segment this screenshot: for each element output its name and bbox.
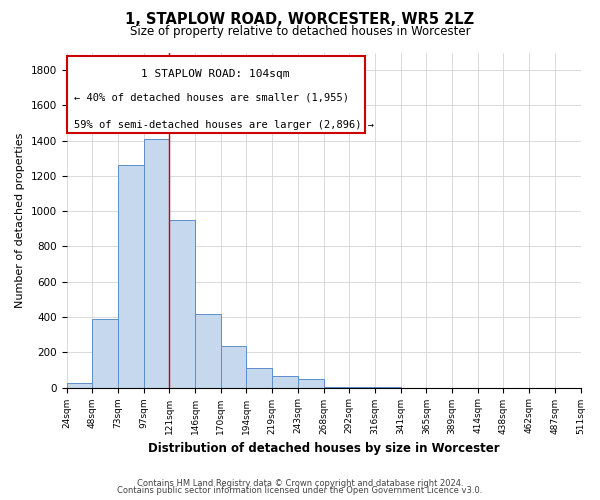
Text: 1 STAPLOW ROAD: 104sqm: 1 STAPLOW ROAD: 104sqm [142, 70, 290, 80]
Bar [323, 387, 349, 388]
Bar [169, 220, 195, 388]
X-axis label: Distribution of detached houses by size in Worcester: Distribution of detached houses by size … [148, 442, 499, 455]
Text: Contains HM Land Registry data © Crown copyright and database right 2024.: Contains HM Land Registry data © Crown c… [137, 478, 463, 488]
Text: 59% of semi-detached houses are larger (2,896) →: 59% of semi-detached houses are larger (… [74, 120, 374, 130]
Text: ← 40% of detached houses are smaller (1,955): ← 40% of detached houses are smaller (1,… [74, 92, 349, 102]
Text: Contains public sector information licensed under the Open Government Licence v3: Contains public sector information licen… [118, 486, 482, 495]
Bar [298, 379, 323, 388]
FancyBboxPatch shape [67, 56, 365, 133]
Text: 1, STAPLOW ROAD, WORCESTER, WR5 2LZ: 1, STAPLOW ROAD, WORCESTER, WR5 2LZ [125, 12, 475, 28]
Text: Size of property relative to detached houses in Worcester: Size of property relative to detached ho… [130, 25, 470, 38]
Bar [195, 314, 221, 388]
Bar [67, 383, 92, 388]
Bar [143, 139, 169, 388]
Bar [272, 376, 298, 388]
Bar [247, 368, 272, 388]
Bar [221, 346, 247, 388]
Y-axis label: Number of detached properties: Number of detached properties [15, 132, 25, 308]
Bar [92, 319, 118, 388]
Bar [118, 166, 143, 388]
